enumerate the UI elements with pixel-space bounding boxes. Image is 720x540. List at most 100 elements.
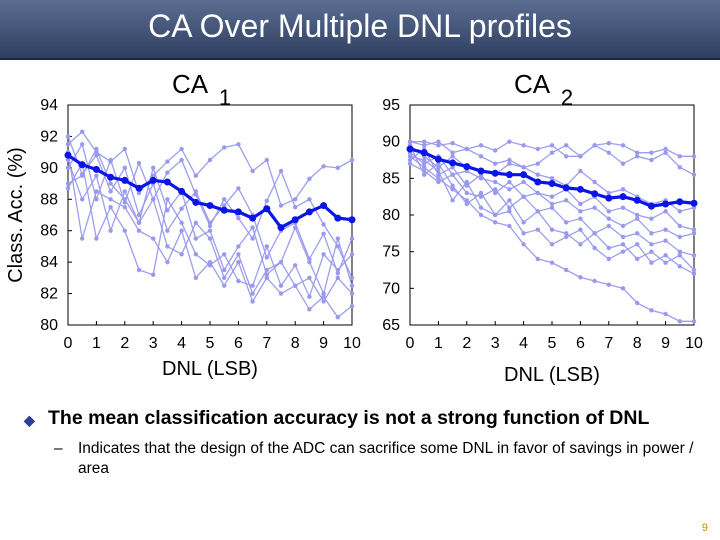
profile-point [450,183,455,188]
profile-point [606,282,611,287]
y-tick-label: 75 [382,244,400,261]
profile-point [222,197,227,202]
profile-point [179,220,184,226]
profile-point [677,154,682,159]
profile-point [136,220,142,226]
x-tick-label: 8 [633,335,642,352]
y-tick-label: 92 [40,128,58,145]
profile-point [564,143,569,148]
profile-point [193,252,198,257]
profile-point [677,234,682,240]
profile-point [606,216,611,221]
profile-point [122,204,128,210]
profile-point [165,159,170,164]
profile-point [493,179,498,185]
profile-point [349,236,355,241]
profile-point [179,206,184,211]
profile-point [65,134,71,139]
profile-point [122,228,128,233]
profile-point [564,231,569,236]
profile-point [250,236,255,241]
y-tick-label: 95 [382,97,400,114]
profile-point [335,267,340,273]
x-tick-label: 0 [64,335,73,352]
profile-point [264,267,269,273]
profile-point [663,150,668,155]
mean-point [348,216,356,224]
profile-point [592,205,597,210]
profile-point [307,307,312,312]
profile-point [65,165,71,171]
profile-point [620,143,626,148]
profile-point [493,220,498,225]
profile-point [207,228,213,233]
profile-point [450,198,455,203]
profile-point [165,259,170,265]
profile-point [108,204,113,210]
profile-point [677,165,682,170]
profile-point [65,181,71,186]
profile-point [108,181,113,186]
profile-point [578,275,583,280]
profile-point [606,150,611,155]
profile-point [122,165,128,171]
profile-point [151,165,156,171]
profile-point [620,249,626,254]
mean-point [135,184,143,192]
mean-point [277,224,285,232]
profile-point [663,260,668,265]
profile-point [691,172,697,177]
mean-point [420,149,428,157]
profile-point [549,201,555,207]
profile-point [193,275,198,281]
profile-point [691,253,697,258]
y-tick-label: 86 [40,223,58,240]
profile-point [649,157,654,163]
profile-point [493,148,498,153]
x-tick-label: 3 [149,335,158,352]
profile-point [193,236,198,241]
x-tick-label: 5 [206,335,215,352]
profile-point [335,165,340,171]
y-tick-label: 90 [40,160,58,177]
mean-point [562,184,570,192]
y-tick-label: 65 [382,317,400,334]
y-tick-label: 94 [40,97,58,114]
mean-point [463,163,471,171]
mean-point [505,171,513,179]
profile-point [691,231,697,236]
profile-point [108,228,113,233]
mean-point [320,202,328,210]
profile-point [321,294,326,299]
profile-point [349,291,355,296]
profile-point [691,319,697,324]
profile-point [349,157,355,163]
profile-point [635,150,640,155]
mean-point [662,200,670,208]
mean-point [633,196,641,204]
profile-point [179,228,184,233]
mean-point [591,190,599,198]
profile-point [436,168,441,174]
profile-point [165,244,170,249]
profile-point [493,190,498,196]
profile-point [578,154,583,159]
profile-point [663,227,668,232]
profile-point [94,173,99,178]
mean-point [690,199,698,207]
profile-point [635,256,640,262]
profile-point [65,142,71,147]
chart-title: CA [172,69,209,99]
mean-point [576,185,584,193]
profile-point [94,236,99,241]
y-tick-label: 85 [382,170,400,187]
profile-point [620,286,626,291]
profile-point [635,242,640,247]
profile-point [349,252,355,257]
profile-point [236,186,241,191]
profile-point [335,314,340,320]
profile-point [436,139,441,144]
profile-point [293,283,298,288]
chart-ca2: 0 1 2 3 4 5 6 7 8 9 10 65 70 75 80 85 90 95 CA 2 DNL (LSB) [382,69,703,386]
mean-point [178,187,186,195]
